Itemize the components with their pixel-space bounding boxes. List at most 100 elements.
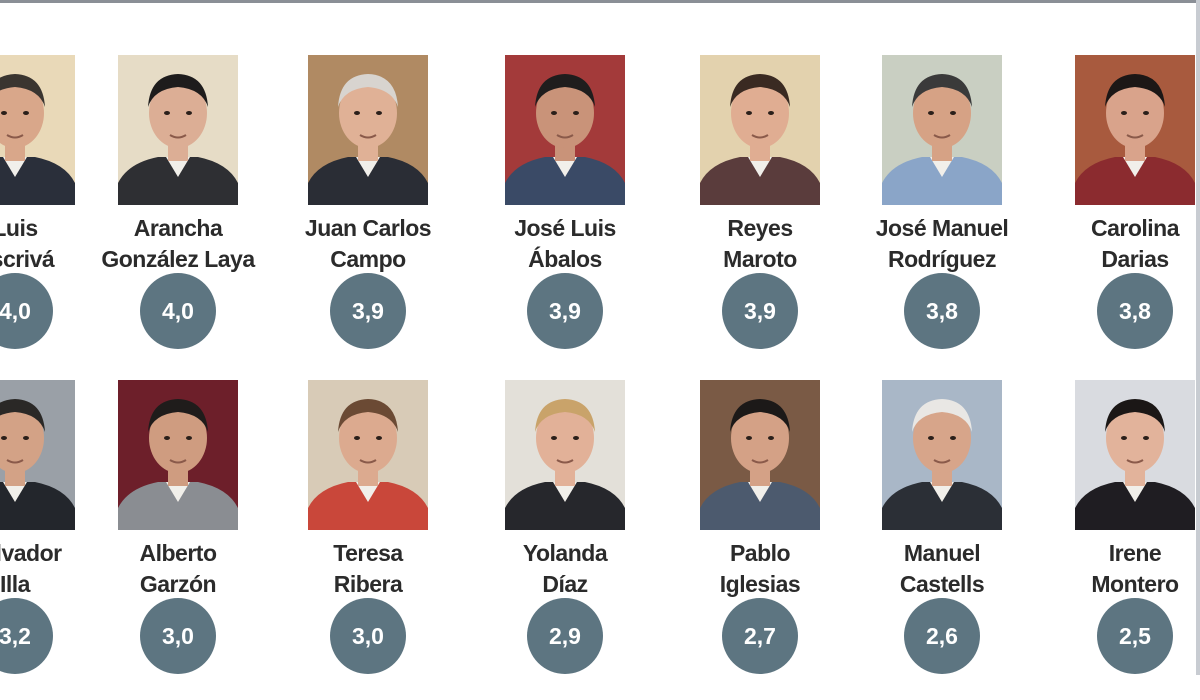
portrait-icon [0, 74, 75, 205]
minister-portrait [1075, 380, 1195, 530]
minister-first-name: Teresa [333, 540, 403, 566]
minister-last-name: Rodríguez [888, 246, 996, 272]
minister-score-badge: 3,0 [330, 598, 406, 674]
minister-score-badge: 4,0 [0, 273, 53, 349]
minister-last-name: Maroto [723, 246, 797, 272]
minister-portrait [308, 55, 428, 205]
minister-name: José Manuel Rodríguez [842, 213, 1042, 275]
minister-card: Juan Carlos Campo 3,9 [268, 55, 468, 375]
minister-score-badge: 2,7 [722, 598, 798, 674]
minister-card: Irene Montero 2,5 [1035, 380, 1200, 700]
minister-score-badge: 2,9 [527, 598, 603, 674]
minister-portrait [882, 55, 1002, 205]
minister-name: Manuel Castells [842, 538, 1042, 600]
minister-score-badge: 2,6 [904, 598, 980, 674]
minister-name: Reyes Maroto [660, 213, 860, 275]
minister-name: Luis Escrivá [0, 213, 115, 275]
portrait-icon [0, 399, 75, 530]
minister-last-name: Illa [0, 571, 30, 597]
minister-portrait [118, 380, 238, 530]
minister-name: Carolina Darias [1035, 213, 1200, 275]
minister-name: Salvador Illa [0, 538, 115, 600]
minister-last-name: Ábalos [528, 246, 602, 272]
portrait-icon [308, 399, 428, 530]
minister-portrait [0, 380, 75, 530]
minister-first-name: Manuel [903, 540, 981, 566]
minister-card: José Manuel Rodríguez 3,8 [842, 55, 1042, 375]
minister-card: Arancha González Laya 4,0 [78, 55, 278, 375]
minister-portrait [882, 380, 1002, 530]
minister-name: Pablo Iglesias [660, 538, 860, 600]
minister-portrait [505, 55, 625, 205]
minister-card: Carolina Darias 3,8 [1035, 55, 1200, 375]
minister-last-name: Iglesias [719, 571, 801, 597]
minister-first-name: Arancha [133, 215, 223, 241]
minister-name: Teresa Ribera [268, 538, 468, 600]
portrait-icon [1075, 74, 1195, 205]
portrait-icon [118, 399, 238, 530]
minister-score-badge: 3,9 [330, 273, 406, 349]
minister-card: Teresa Ribera 3,0 [268, 380, 468, 700]
minister-portrait [505, 380, 625, 530]
minister-name: Arancha González Laya [78, 213, 278, 275]
minister-first-name: Salvador [0, 540, 62, 566]
minister-first-name: Yolanda [522, 540, 608, 566]
minister-card: Manuel Castells 2,6 [842, 380, 1042, 700]
minister-last-name: Campo [330, 246, 406, 272]
minister-name: José Luis Ábalos [465, 213, 665, 275]
right-edge [1196, 0, 1200, 675]
portrait-icon [308, 74, 428, 205]
minister-first-name: Reyes [727, 215, 793, 241]
minister-portrait [700, 380, 820, 530]
minister-name: Alberto Garzón [78, 538, 278, 600]
portrait-icon [505, 399, 625, 530]
minister-first-name: Irene [1108, 540, 1162, 566]
minister-first-name: José Luis [514, 215, 616, 241]
minister-card: Pablo Iglesias 2,7 [660, 380, 860, 700]
minister-last-name: Ribera [333, 571, 403, 597]
minister-score-badge: 2,5 [1097, 598, 1173, 674]
minister-portrait [0, 55, 75, 205]
minister-card: Luis Escrivá4,0 [0, 55, 115, 375]
portrait-icon [1075, 399, 1195, 530]
minister-last-name: Darias [1101, 246, 1169, 272]
portrait-icon [882, 74, 1002, 205]
minister-score-badge: 3,9 [722, 273, 798, 349]
portrait-icon [700, 399, 820, 530]
minister-name: Juan Carlos Campo [268, 213, 468, 275]
minister-last-name: González Laya [101, 246, 255, 272]
minister-score-badge: 3,8 [1097, 273, 1173, 349]
minister-last-name: Castells [899, 571, 985, 597]
minister-card: Alberto Garzón 3,0 [78, 380, 278, 700]
minister-first-name: Pablo [729, 540, 791, 566]
minister-card: Yolanda Díaz 2,9 [465, 380, 665, 700]
minister-portrait [308, 380, 428, 530]
minister-name: Irene Montero [1035, 538, 1200, 600]
minister-portrait [700, 55, 820, 205]
minister-portrait [1075, 55, 1195, 205]
minister-portrait [118, 55, 238, 205]
minister-score-badge: 3,9 [527, 273, 603, 349]
minister-score-badge: 3,0 [140, 598, 216, 674]
minister-last-name: Díaz [542, 571, 588, 597]
minister-last-name: Montero [1091, 571, 1179, 597]
minister-last-name: Escrivá [0, 246, 55, 272]
portrait-icon [118, 74, 238, 205]
portrait-icon [882, 399, 1002, 530]
minister-first-name: Luis [0, 215, 38, 241]
minister-card: Reyes Maroto 3,9 [660, 55, 860, 375]
minister-score-badge: 3,2 [0, 598, 53, 674]
portrait-icon [505, 74, 625, 205]
minister-score-badge: 4,0 [140, 273, 216, 349]
minister-last-name: Garzón [139, 571, 217, 597]
minister-card: José Luis Ábalos 3,9 [465, 55, 665, 375]
minister-first-name: Alberto [139, 540, 218, 566]
minister-first-name: Carolina [1090, 215, 1180, 241]
minister-score-badge: 3,8 [904, 273, 980, 349]
minister-first-name: José Manuel [875, 215, 1009, 241]
portrait-icon [700, 74, 820, 205]
minister-first-name: Juan Carlos [304, 215, 432, 241]
top-rule [0, 0, 1200, 3]
minister-name: Yolanda Díaz [465, 538, 665, 600]
